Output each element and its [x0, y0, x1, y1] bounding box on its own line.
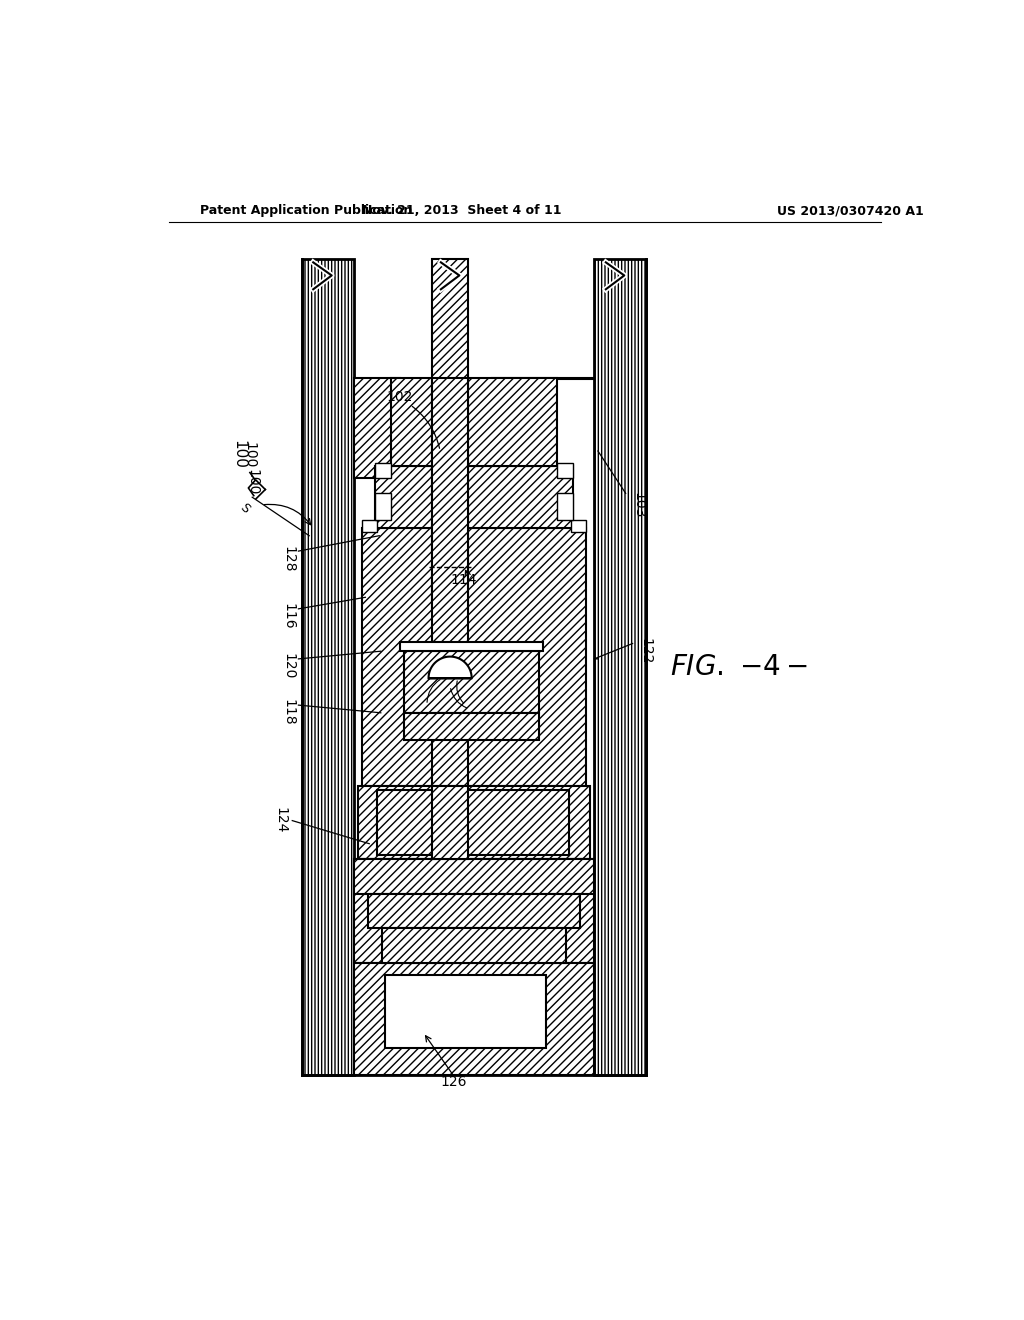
Text: $-4-$: $-4-$ — [739, 652, 808, 681]
Text: $\mathit{FIG.}$: $\mathit{FIG.}$ — [670, 652, 723, 681]
Bar — [571, 520, 587, 532]
Bar — [354, 259, 594, 1074]
Text: 114: 114 — [451, 573, 477, 587]
Bar — [376, 494, 391, 520]
Bar — [354, 859, 594, 894]
Text: 120: 120 — [282, 653, 295, 680]
Text: Patent Application Publication: Patent Application Publication — [200, 205, 413, 218]
Text: 124: 124 — [273, 808, 288, 834]
Bar — [376, 462, 391, 478]
Bar — [368, 894, 581, 928]
Bar — [400, 642, 543, 651]
Bar — [432, 259, 468, 609]
Bar — [357, 785, 590, 859]
Bar — [557, 494, 572, 520]
Text: Nov. 21, 2013  Sheet 4 of 11: Nov. 21, 2013 Sheet 4 of 11 — [361, 205, 561, 218]
Bar — [377, 789, 569, 855]
Bar — [361, 528, 587, 785]
Text: 102: 102 — [387, 391, 414, 404]
Bar — [403, 713, 539, 739]
Text: 103: 103 — [631, 492, 645, 517]
Text: 116: 116 — [282, 603, 295, 630]
Text: 100: 100 — [230, 441, 246, 470]
Bar — [354, 964, 594, 1074]
Bar — [354, 378, 400, 478]
Bar — [361, 520, 377, 532]
Text: S: S — [238, 502, 252, 516]
Text: 118: 118 — [282, 700, 295, 726]
Text: 122: 122 — [639, 638, 652, 664]
Text: 128: 128 — [282, 545, 295, 572]
Bar — [391, 378, 557, 466]
Text: 126: 126 — [440, 1076, 467, 1089]
Bar — [354, 859, 594, 964]
Bar — [432, 378, 468, 785]
Bar — [385, 974, 547, 1048]
Bar — [382, 928, 566, 964]
Bar — [403, 651, 539, 713]
Bar — [376, 466, 572, 528]
Bar — [301, 259, 354, 1074]
Bar — [432, 785, 468, 859]
Bar — [594, 259, 646, 1074]
Text: 100: 100 — [245, 469, 259, 495]
Polygon shape — [429, 656, 472, 678]
Text: US 2013/0307420 A1: US 2013/0307420 A1 — [777, 205, 924, 218]
Text: 100: 100 — [243, 442, 257, 469]
Bar — [557, 462, 572, 478]
